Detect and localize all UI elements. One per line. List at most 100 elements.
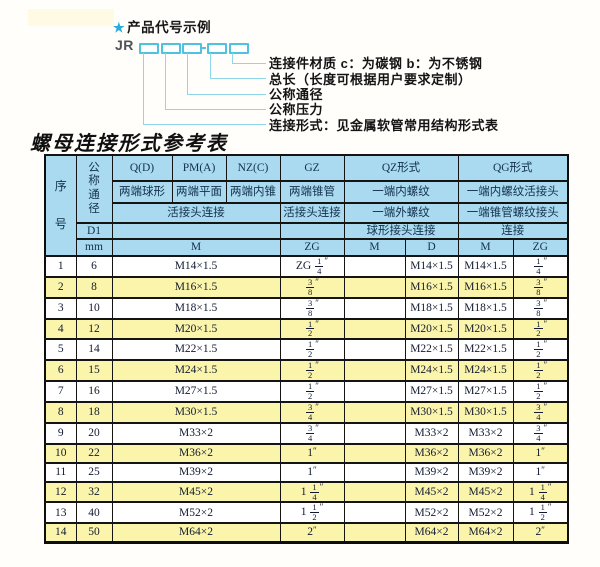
connector-line (232, 63, 266, 64)
header-union-connection: 活接头连接 (111, 202, 281, 224)
code-prefix: JR (115, 37, 134, 53)
code-box-3 (182, 43, 202, 54)
gz-zg-cell: 1″ (279, 461, 345, 483)
qz-m-cell (343, 461, 406, 483)
qz-d-cell: M22×1.5 (404, 338, 459, 362)
bore-cell: 8 (75, 275, 113, 299)
m-thread-cell: M18×1.5 (111, 296, 281, 320)
nut-connection-reference-table: 序号 公称通径 Q(D) PM(A) NZ(C) GZ QZ形式 QG形式 两端… (44, 154, 569, 544)
header-q-sub: 两端球形 (111, 180, 173, 204)
bore-cell: 16 (75, 380, 113, 403)
table-row: 11 25 M39×2 1″ M39×2 M39×2 1″ (44, 461, 569, 483)
qz-d-cell: M33×2 (404, 421, 459, 445)
qz-m-cell (343, 400, 406, 424)
gz-zg-cell: ZG 1 4 ″ (279, 255, 345, 278)
bore-cell: 25 (75, 461, 113, 483)
bore-cell: 15 (75, 359, 113, 383)
header-gz-row3: 活接头连接 (279, 202, 345, 224)
qg-m-cell: M33×2 (457, 421, 514, 445)
m-thread-cell: M33×2 (111, 421, 281, 445)
gz-zg-cell: 3 4 ″ (279, 421, 345, 445)
qg-m-cell: M24×1.5 (457, 359, 514, 383)
code-box-2 (161, 43, 181, 54)
seq-cell: 11 (44, 461, 77, 483)
connector-line (143, 53, 144, 125)
m-thread-cell: M45×2 (111, 480, 281, 504)
header-col-qz: QZ形式 (343, 154, 459, 182)
header-seq: 序号 (44, 154, 77, 257)
bore-cell: 10 (75, 296, 113, 320)
label-connection-form: 连接形式：见金属软管常用结构形式表 (269, 118, 499, 133)
label-material: 连接件材质 c：为碳钢 b：为不锈钢 (269, 56, 483, 71)
qg-zg-cell: 1 1 4 ″ (512, 480, 569, 504)
qz-m-cell (343, 296, 406, 320)
seq-cell: 2 (44, 275, 77, 299)
m-thread-cell: M24×1.5 (111, 359, 281, 383)
table-row: 8 18 M30×1.5 3 4 ″ M30×1.5 M30×1.5 3 4 ″ (44, 400, 569, 424)
table-row: 1 6 M14×1.5 ZG 1 4 ″ M14×1.5 M14×1.5 1 4 ″ (44, 255, 569, 278)
seq-cell: 10 (44, 442, 77, 464)
gz-zg-cell: 3 8 ″ (279, 275, 345, 299)
gz-zg-cell: 1 2 ″ (279, 317, 345, 341)
table-row: 2 8 M16×1.5 3 8 ″ M16×1.5 M16×1.5 3 8 ″ (44, 275, 569, 299)
qg-zg-cell: 3 4 ″ (512, 421, 569, 445)
qg-zg-cell: 1 2 ″ (512, 338, 569, 362)
gz-zg-cell: 1 2 ″ (279, 380, 345, 403)
qg-m-cell: M27×1.5 (457, 380, 514, 403)
qz-d-cell: M14×1.5 (404, 255, 459, 278)
table-row: 5 14 M22×1.5 1 2 ″ M22×1.5 M22×1.5 1 2 ″ (44, 338, 569, 362)
gz-zg-cell: 1 2 ″ (279, 359, 345, 383)
qg-m-cell: M45×2 (457, 480, 514, 504)
table-row: 7 16 M27×1.5 1 2 ″ M27×1.5 M27×1.5 1 2 ″ (44, 380, 569, 403)
bore-cell: 32 (75, 480, 113, 504)
seq-cell: 8 (44, 400, 77, 424)
qg-zg-cell: 2″ (512, 522, 569, 544)
table-row: 14 50 M64×2 2″ M64×2 M64×2 2″ (44, 522, 569, 544)
gz-zg-cell: 1″ (279, 442, 345, 464)
table-body: 1 6 M14×1.5 ZG 1 4 ″ M14×1.5 M14×1.5 1 4 ″ 2 8 M16×1.… (44, 255, 569, 544)
qz-m-cell (343, 380, 406, 403)
table-row: 10 22 M36×2 1″ M36×2 M36×2 1″ (44, 442, 569, 464)
qg-zg-cell: 1 2 ″ (512, 317, 569, 341)
seq-cell: 14 (44, 522, 77, 544)
gz-zg-cell: 1 2 ″ (279, 338, 345, 362)
qz-d-cell: M30×1.5 (404, 400, 459, 424)
bore-cell: 22 (75, 442, 113, 464)
header-m2: M (343, 238, 406, 257)
connector-line (143, 124, 266, 125)
connector-line (210, 53, 211, 79)
qz-m-cell (343, 255, 406, 278)
seq-cell: 12 (44, 480, 77, 504)
m-thread-cell: M14×1.5 (111, 255, 281, 278)
header-m3: M (457, 238, 514, 257)
header-pm-sub: 两端平面 (171, 180, 227, 204)
seq-cell: 13 (44, 501, 77, 525)
qg-m-cell: M18×1.5 (457, 296, 514, 320)
qg-zg-cell: 1 2 ″ (512, 359, 569, 383)
seq-cell: 6 (44, 359, 77, 383)
bore-cell: 50 (75, 522, 113, 544)
header-col-qg: QG形式 (457, 154, 569, 182)
gz-zg-cell: 1 1 4 ″ (279, 480, 345, 504)
connector-line (232, 53, 233, 64)
code-box-4 (207, 43, 227, 54)
qg-m-cell: M30×1.5 (457, 400, 514, 424)
seq-cell: 9 (44, 421, 77, 445)
gz-zg-cell: 1 1 2 ″ (279, 501, 345, 525)
code-box-1 (139, 43, 159, 54)
code-box-5 (229, 43, 249, 54)
table-row: 13 40 M52×2 1 1 2 ″ M52×2 M52×2 1 1 2 ″ (44, 501, 569, 525)
qz-m-cell (343, 501, 406, 525)
table-row: 12 32 M45×2 1 1 4 ″ M45×2 M45×2 1 1 4 ″ (44, 480, 569, 504)
qz-m-cell (343, 338, 406, 362)
table-row: 9 20 M33×2 3 4 ″ M33×2 M33×2 3 4 ″ (44, 421, 569, 445)
qz-m-cell (343, 359, 406, 383)
qg-m-cell: M20×1.5 (457, 317, 514, 341)
m-thread-cell: M64×2 (111, 522, 281, 544)
table-title: 螺母连接形式参考表 (30, 133, 228, 155)
qz-d-cell: M27×1.5 (404, 380, 459, 403)
header-mm: mm (75, 238, 113, 257)
header-d2: D (404, 238, 459, 257)
header-d1: D1 (75, 222, 113, 240)
label-nominal-bore: 公称通径 (269, 87, 324, 102)
